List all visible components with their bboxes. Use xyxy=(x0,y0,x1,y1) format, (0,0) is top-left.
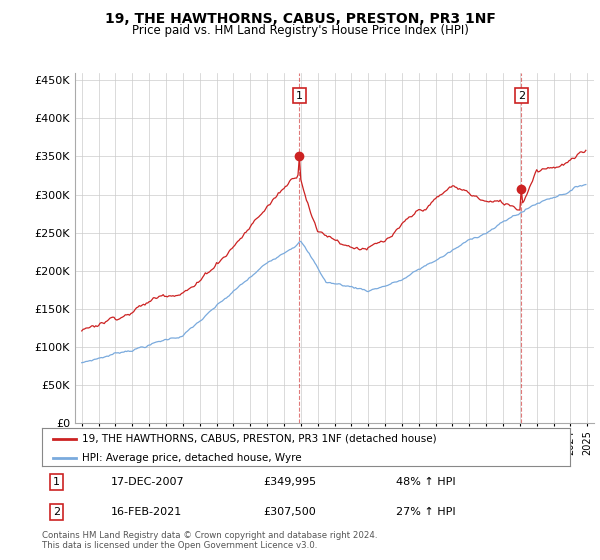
Text: 2: 2 xyxy=(53,507,61,517)
Text: 1: 1 xyxy=(53,477,60,487)
Text: 19, THE HAWTHORNS, CABUS, PRESTON, PR3 1NF: 19, THE HAWTHORNS, CABUS, PRESTON, PR3 1… xyxy=(104,12,496,26)
Text: 16-FEB-2021: 16-FEB-2021 xyxy=(110,507,182,517)
Text: Contains HM Land Registry data © Crown copyright and database right 2024.
This d: Contains HM Land Registry data © Crown c… xyxy=(42,531,377,550)
Text: 2: 2 xyxy=(518,91,525,101)
Text: Price paid vs. HM Land Registry's House Price Index (HPI): Price paid vs. HM Land Registry's House … xyxy=(131,24,469,37)
Text: £307,500: £307,500 xyxy=(264,507,317,517)
Text: 17-DEC-2007: 17-DEC-2007 xyxy=(110,477,184,487)
Text: HPI: Average price, detached house, Wyre: HPI: Average price, detached house, Wyre xyxy=(82,452,301,463)
Text: 19, THE HAWTHORNS, CABUS, PRESTON, PR3 1NF (detached house): 19, THE HAWTHORNS, CABUS, PRESTON, PR3 1… xyxy=(82,433,436,444)
Text: £349,995: £349,995 xyxy=(264,477,317,487)
Text: 27% ↑ HPI: 27% ↑ HPI xyxy=(396,507,455,517)
Text: 48% ↑ HPI: 48% ↑ HPI xyxy=(396,477,455,487)
Text: 1: 1 xyxy=(296,91,303,101)
